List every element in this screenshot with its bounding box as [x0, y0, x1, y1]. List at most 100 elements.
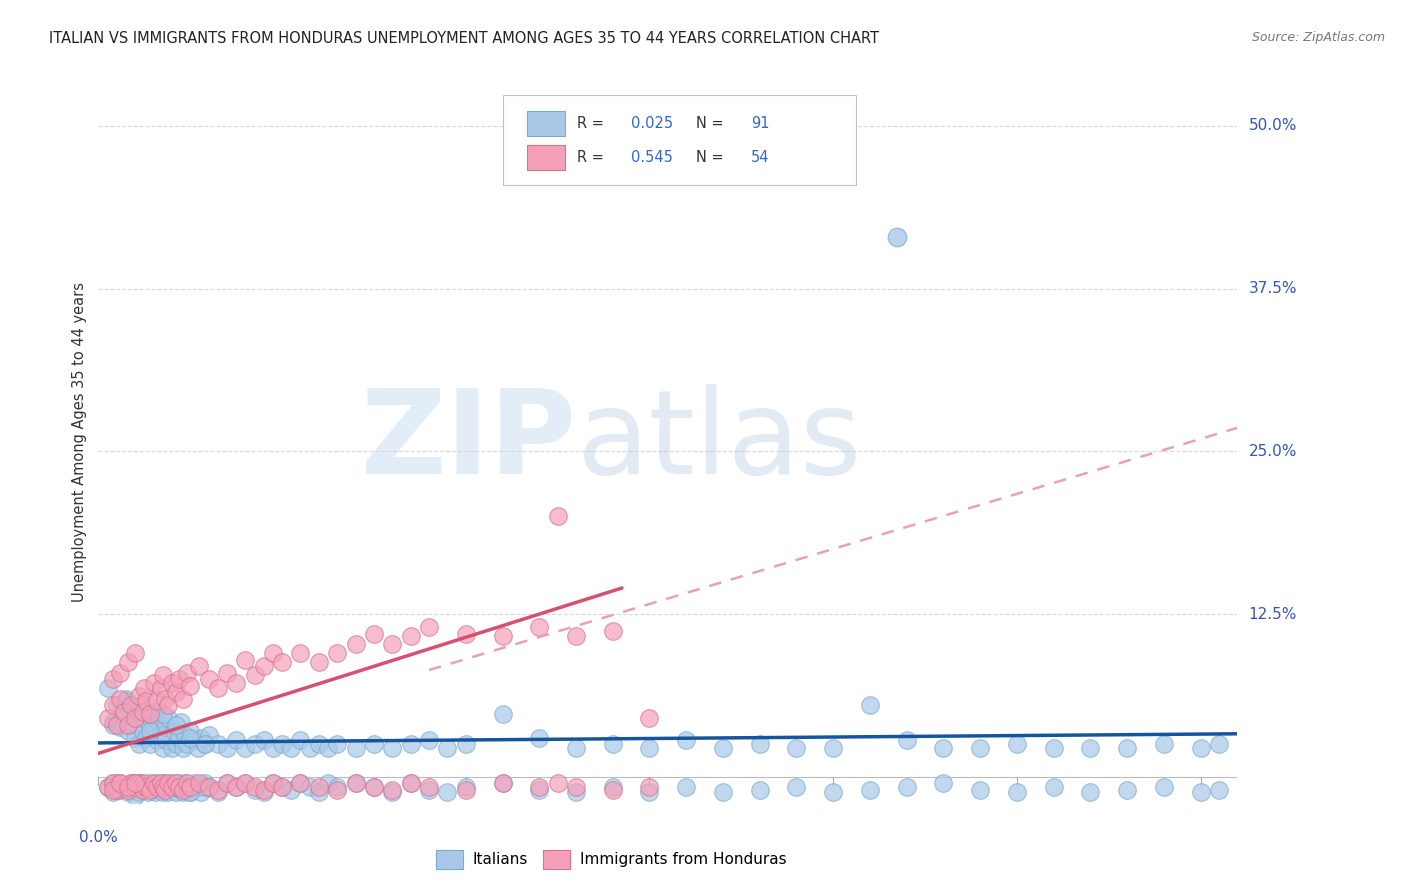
Point [1208, 737, 1230, 751]
Point [748, 737, 770, 751]
Point [969, 741, 991, 756]
Point [142, 776, 165, 790]
Point [139, 782, 162, 797]
Point [308, 780, 330, 794]
Point [197, 728, 219, 742]
Point [124, 776, 146, 790]
Point [1189, 785, 1212, 799]
Point [363, 737, 385, 751]
Point [785, 780, 807, 794]
Point [167, 780, 190, 794]
Point [152, 668, 174, 682]
Point [823, 785, 845, 799]
Point [932, 741, 955, 756]
Point [823, 741, 845, 756]
Point [176, 780, 198, 794]
Point [188, 776, 211, 790]
Point [172, 782, 194, 797]
Point [121, 698, 143, 713]
Point [454, 626, 477, 640]
Point [97, 780, 120, 794]
Point [547, 509, 569, 524]
Point [129, 776, 152, 790]
Point [165, 737, 187, 751]
Point [290, 776, 312, 790]
FancyBboxPatch shape [527, 112, 565, 136]
Point [157, 711, 180, 725]
Point [602, 624, 624, 638]
Point [101, 715, 124, 730]
Point [418, 620, 440, 634]
Point [215, 776, 238, 790]
Text: 12.5%: 12.5% [1249, 607, 1296, 622]
Point [101, 785, 124, 799]
Point [165, 780, 187, 794]
Point [215, 665, 238, 680]
Point [105, 717, 128, 731]
Point [235, 776, 257, 790]
Point [157, 698, 180, 713]
Point [131, 782, 153, 797]
Point [110, 720, 132, 734]
Point [547, 776, 569, 790]
Point [262, 646, 284, 660]
Point [176, 737, 198, 751]
Point [454, 780, 477, 794]
Point [215, 776, 238, 790]
Point [207, 785, 229, 799]
Point [173, 728, 195, 742]
Point [117, 717, 139, 731]
Point [225, 780, 247, 794]
Text: 91: 91 [751, 116, 769, 131]
Text: 54: 54 [751, 150, 769, 165]
Point [436, 741, 458, 756]
Point [290, 776, 312, 790]
Point [165, 685, 187, 699]
Point [243, 668, 266, 682]
Point [326, 737, 349, 751]
Point [298, 741, 321, 756]
Point [602, 737, 624, 751]
Point [134, 776, 156, 790]
Point [139, 724, 162, 739]
Point [173, 776, 195, 790]
Point [155, 733, 177, 747]
Point [235, 741, 257, 756]
Point [344, 637, 367, 651]
Point [145, 705, 167, 719]
Point [101, 776, 124, 790]
Point [197, 780, 219, 794]
Point [160, 776, 183, 790]
Point [271, 737, 294, 751]
Point [97, 681, 120, 696]
Point [529, 731, 551, 745]
Point [711, 741, 734, 756]
Point [308, 737, 330, 751]
Point [101, 698, 124, 713]
Point [170, 715, 193, 730]
Y-axis label: Unemployment Among Ages 35 to 44 years: Unemployment Among Ages 35 to 44 years [72, 282, 87, 601]
Point [187, 780, 209, 794]
Point [1042, 741, 1064, 756]
Point [344, 741, 367, 756]
Point [344, 776, 367, 790]
Point [125, 780, 148, 794]
Text: ZIP: ZIP [361, 384, 576, 499]
Point [115, 694, 138, 708]
Point [565, 780, 588, 794]
FancyBboxPatch shape [527, 145, 565, 169]
Point [157, 785, 180, 799]
Point [148, 782, 170, 797]
Point [271, 780, 294, 794]
Point [225, 733, 247, 747]
Point [253, 659, 276, 673]
Point [326, 780, 349, 794]
Point [149, 728, 172, 742]
Point [207, 782, 229, 797]
Point [105, 776, 128, 790]
Point [157, 776, 180, 790]
Point [1116, 741, 1139, 756]
Point [152, 776, 174, 790]
Point [124, 789, 146, 804]
Point [602, 782, 624, 797]
